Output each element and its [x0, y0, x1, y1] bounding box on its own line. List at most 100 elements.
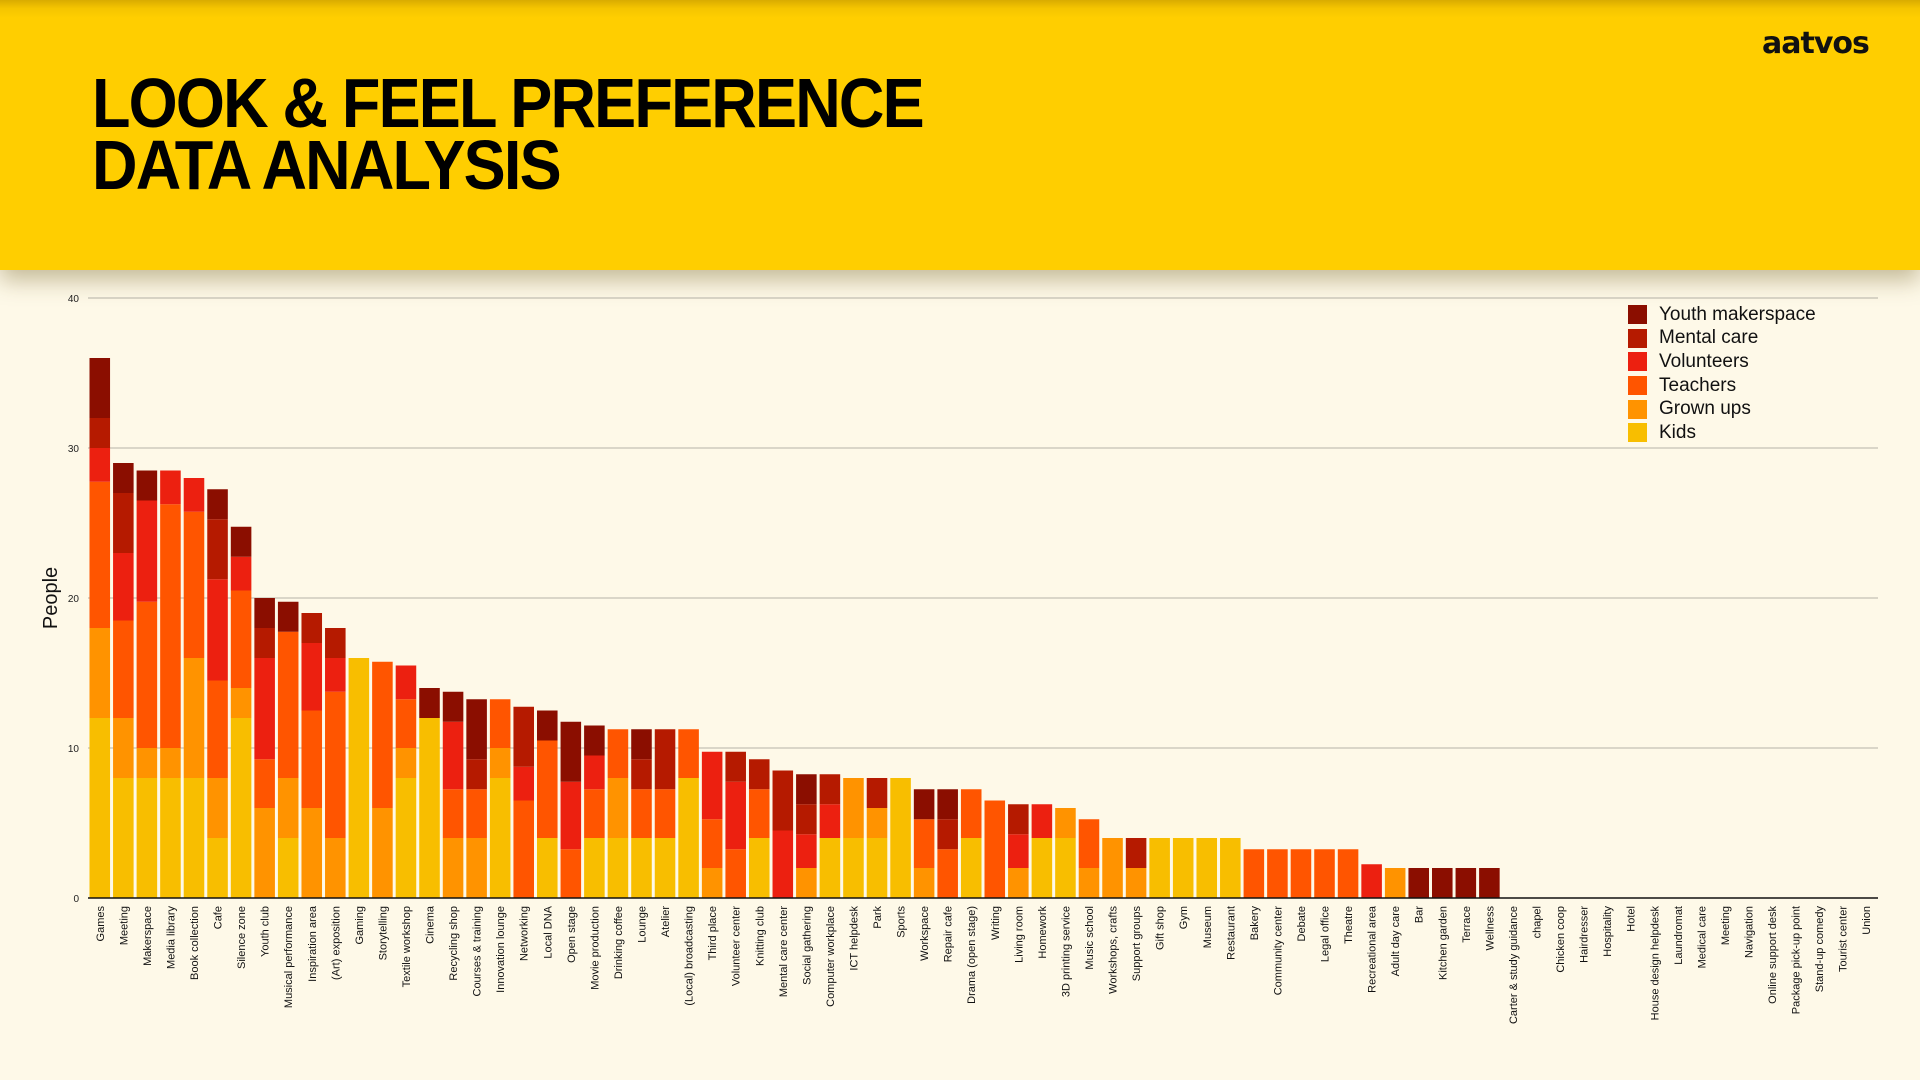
bar-stack — [843, 778, 864, 898]
bar-segment-youth-makerspace — [537, 710, 558, 741]
bar-stack — [1243, 849, 1265, 898]
x-tick-label: chapel — [1531, 906, 1543, 938]
x-tick-label: 3D printing service — [1060, 906, 1072, 997]
bar-stack — [277, 601, 299, 898]
bar-segment-volunteers — [207, 579, 228, 681]
bar-segment-grown-ups — [1102, 838, 1123, 898]
bar-stack — [866, 778, 888, 898]
bar-segment-youth-makerspace — [913, 789, 935, 820]
bar-segment-mental-care — [654, 729, 676, 790]
legend-label: Youth makerspace — [1659, 303, 1816, 325]
x-tick-label: Support groups — [1131, 906, 1143, 982]
x-tick-label: Workspace — [919, 906, 931, 961]
bar-stack — [325, 628, 346, 898]
legend-item: Youth makerspace — [1628, 303, 1816, 327]
bar-segment-youth-makerspace — [442, 691, 464, 722]
bar-segment-teachers — [183, 511, 205, 658]
bar-segment-youth-makerspace — [1455, 868, 1477, 898]
bar-segment-youth-makerspace — [230, 526, 252, 557]
x-tick-label: Games — [95, 906, 107, 942]
bar-segment-youth-makerspace — [796, 774, 817, 805]
bar-segment-kids — [207, 838, 228, 898]
bar-segment-grown-ups — [442, 838, 464, 898]
bar-segment-kids — [277, 838, 299, 898]
legend-item: Kids — [1628, 421, 1816, 445]
bar-stack — [1078, 819, 1100, 898]
x-tick-label: Hairdresser — [1579, 906, 1591, 963]
x-tick-label: Theatre — [1343, 906, 1355, 944]
bar-segment-youth-makerspace — [207, 489, 228, 520]
bar-segment-kids — [584, 838, 605, 898]
bar-stack — [1055, 808, 1076, 898]
bar-segment-kids — [419, 718, 440, 898]
bar-segment-teachers — [113, 620, 134, 718]
bar-stack — [631, 729, 652, 898]
x-tick-label: Knitting club — [754, 906, 766, 966]
bar-stack — [301, 613, 323, 898]
bar-segment-volunteers — [1031, 804, 1053, 838]
x-tick-label: Hotel — [1626, 906, 1638, 932]
bar-segment-kids — [1055, 838, 1076, 898]
legend-swatch-teachers — [1628, 376, 1647, 396]
bar-segment-volunteers — [772, 830, 794, 898]
bar-segment-grown-ups — [843, 778, 864, 838]
bar-segment-teachers — [513, 800, 534, 898]
bar-segment-grown-ups — [913, 868, 935, 898]
bar-segment-kids — [1220, 838, 1241, 898]
bar-segment-teachers — [277, 631, 299, 778]
bar-segment-teachers — [301, 710, 323, 808]
bar-segment-mental-care — [748, 759, 770, 790]
legend-label: Grown ups — [1659, 398, 1751, 420]
bar-stack — [1361, 864, 1382, 898]
bar-segment-kids — [89, 718, 111, 898]
bar-segment-volunteers — [395, 665, 417, 700]
bar-segment-mental-care — [113, 493, 134, 553]
bar-segment-youth-makerspace — [631, 729, 652, 760]
x-tick-label: Lounge — [636, 906, 648, 943]
bar-stack — [254, 598, 275, 898]
bar-segment-kids — [654, 838, 676, 898]
bar-stack — [725, 751, 746, 898]
bar-stack — [1290, 849, 1312, 898]
x-tick-label: Restaurant — [1225, 906, 1237, 960]
y-tick-label: 30 — [68, 444, 80, 455]
bar-stack — [160, 470, 181, 898]
bar-segment-teachers — [937, 849, 958, 898]
bar-segment-youth-makerspace — [1432, 868, 1453, 898]
x-tick-label: Innovation lounge — [495, 906, 507, 993]
bar-segment-teachers — [1290, 849, 1312, 898]
bar-segment-mental-care — [254, 628, 275, 658]
x-tick-label: Storytelling — [377, 906, 389, 960]
x-tick-label: Cafe — [213, 906, 225, 929]
bar-segment-volunteers — [325, 658, 346, 692]
y-axis-ticks: 0 10 20 30 40 — [68, 294, 80, 905]
bar-segment-volunteers — [254, 658, 275, 760]
x-tick-label: Hospitality — [1602, 906, 1614, 957]
legend-item: Mental care — [1628, 327, 1816, 351]
bar-segment-kids — [183, 778, 205, 898]
bar-segment-teachers — [207, 680, 228, 778]
bar-stack — [395, 665, 417, 898]
bar-stack — [1432, 868, 1453, 898]
bar-segment-teachers — [1267, 849, 1288, 898]
bar-segment-teachers — [1243, 849, 1265, 898]
bar-stack — [1479, 868, 1500, 898]
bar-segment-mental-care — [466, 759, 487, 790]
bar-segment-mental-care — [819, 774, 841, 805]
x-tick-label: Union — [1861, 906, 1873, 935]
bar-stack — [772, 770, 794, 898]
bar-segment-mental-care — [325, 628, 346, 658]
legend-label: Volunteers — [1659, 350, 1749, 372]
title-line-1: LOOK & FEEL PREFERENCE — [92, 64, 925, 142]
bar-segment-mental-care — [301, 613, 323, 643]
bar-segment-kids — [960, 838, 982, 898]
x-tick-label: Book collection — [189, 906, 201, 980]
bar-stack — [372, 661, 393, 898]
x-tick-label: Navigation — [1743, 906, 1755, 958]
bar-segment-mental-care — [772, 770, 794, 831]
bar-stack — [890, 778, 911, 898]
bar-stack — [1125, 838, 1147, 898]
bar-segment-teachers — [748, 789, 770, 838]
bar-segment-teachers — [654, 789, 676, 838]
x-tick-label: Recycling shop — [448, 906, 460, 981]
